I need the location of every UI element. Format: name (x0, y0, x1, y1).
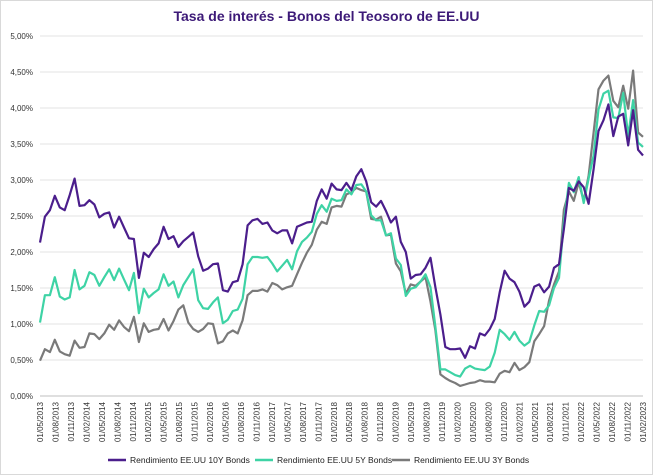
grid-lines (40, 35, 643, 397)
x-tick-label: 01/05/2022 (593, 401, 602, 442)
x-tick-label: 01/05/2015 (160, 401, 169, 442)
x-tick-label: 01/05/2019 (407, 401, 416, 442)
y-tick-label: 1,50% (10, 284, 33, 293)
x-tick-label: 01/02/2019 (392, 401, 401, 442)
x-tick-label: 01/02/2023 (639, 401, 648, 442)
x-tick-label: 01/02/2016 (206, 401, 215, 442)
x-tick-label: 01/08/2014 (113, 401, 122, 442)
x-tick-label: 01/08/2019 (423, 401, 432, 442)
x-tick-label: 01/08/2017 (299, 401, 308, 442)
x-tick-label: 01/08/2015 (175, 401, 184, 442)
x-tick-label: 01/05/2021 (531, 401, 540, 442)
x-tick-label: 01/05/2017 (283, 401, 292, 442)
series-lines (38, 69, 644, 387)
x-tick-label: 01/11/2020 (500, 401, 509, 441)
x-tick-label: 01/08/2016 (237, 401, 246, 442)
y-tick-label: 4,00% (10, 104, 33, 113)
y-tick-label: 3,50% (10, 140, 33, 149)
y-tick-label: 3,00% (10, 176, 33, 185)
y-tick-label: 0,00% (10, 392, 33, 401)
x-tick-label: 01/11/2013 (67, 401, 76, 441)
y-tick-label: 2,00% (10, 248, 33, 257)
x-tick-label: 01/08/2020 (484, 401, 493, 442)
x-tick-label: 01/05/2018 (345, 401, 354, 442)
x-tick-label: 01/11/2019 (438, 401, 447, 441)
y-axis-ticks: 0,00% 0,50% 1,00% 1,50% 2,00% 2,50% 3,00% 3,50%… (10, 32, 33, 401)
legend-label: Rendimiento EE.UU 10Y Bonds (130, 455, 250, 465)
x-tick-label: 01/02/2017 (268, 401, 277, 442)
x-tick-label: 01/11/2018 (376, 401, 385, 441)
x-tick-label: 01/02/2015 (144, 401, 153, 442)
x-tick-label: 01/02/2022 (577, 401, 586, 442)
chart-title: Tasa de interés - Bonos del Teosoro de E… (173, 8, 480, 24)
x-tick-label: 01/08/2013 (51, 401, 60, 442)
y-tick-label: 5,00% (10, 32, 33, 41)
series-line (38, 89, 644, 378)
y-tick-label: 0,50% (10, 356, 33, 365)
x-tick-label: 01/02/2020 (453, 401, 462, 442)
y-tick-label: 1,00% (10, 320, 33, 329)
x-tick-label: 01/02/2021 (515, 401, 524, 442)
x-tick-label: 01/05/2014 (98, 401, 107, 442)
legend-label: Rendimiento EE.UU 5Y Bonds (277, 455, 392, 465)
y-tick-label: 2,50% (10, 212, 33, 221)
x-tick-label: 01/02/2018 (330, 401, 339, 442)
y-tick-label: 4,50% (10, 68, 33, 77)
x-tick-label: 01/11/2022 (624, 401, 633, 441)
x-tick-label: 01/11/2015 (191, 401, 200, 441)
legend-label: Rendimiento EE.UU 3Y Bonds (414, 455, 529, 465)
x-tick-label: 01/08/2018 (361, 401, 370, 442)
x-tick-label: 01/05/2013 (36, 401, 45, 442)
series-line (38, 69, 644, 387)
x-tick-label: 01/11/2014 (129, 401, 138, 441)
series-line (38, 103, 644, 359)
x-tick-label: 01/11/2016 (252, 401, 261, 441)
x-axis-ticks: 01/05/2013 01/08/2013 01/11/2013 01/02/2014… (36, 401, 648, 442)
x-tick-label: 01/11/2017 (314, 401, 323, 441)
x-tick-label: 01/05/2020 (469, 401, 478, 442)
legend: Rendimiento EE.UU 10Y Bonds Rendimiento E… (108, 455, 529, 465)
x-tick-label: 01/08/2021 (546, 401, 555, 442)
x-tick-label: 01/11/2021 (562, 401, 571, 441)
x-tick-label: 01/05/2016 (222, 401, 231, 442)
x-tick-label: 01/02/2014 (82, 401, 91, 442)
x-tick-label: 01/08/2022 (608, 401, 617, 442)
